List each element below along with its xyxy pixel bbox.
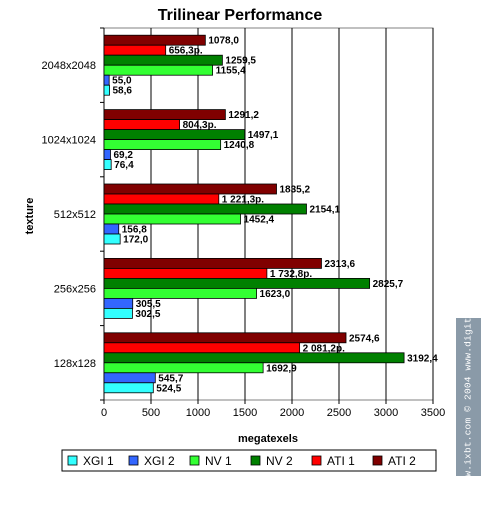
bar	[103, 267, 268, 279]
bar	[103, 183, 277, 195]
data-label: 2574,6	[349, 333, 380, 344]
data-label: 545,7	[158, 373, 183, 384]
legend-box	[61, 449, 437, 472]
x-tick-label: 3000	[374, 407, 398, 419]
bar	[103, 213, 241, 225]
data-label: 302,5	[135, 309, 160, 320]
data-label: 804,3р.	[183, 120, 217, 131]
bar	[103, 139, 222, 151]
data-label: 1452,4	[244, 215, 275, 226]
legend-swatch	[372, 455, 383, 466]
bar	[103, 44, 167, 56]
legend-swatch	[128, 455, 139, 466]
data-label: 2313,6	[324, 259, 355, 270]
bar	[103, 352, 405, 364]
data-label: 1835,2	[280, 185, 311, 196]
bar	[103, 159, 112, 171]
data-label: 1623,0	[260, 289, 291, 300]
data-label: 2 081,2р.	[303, 343, 345, 354]
data-label: 172,0	[123, 235, 148, 246]
bar	[103, 119, 181, 130]
bar	[103, 332, 347, 344]
legend: XGI 1 XGI 2 NV 1 NV 2 ATI 1 ATI 2	[61, 449, 437, 472]
bar	[103, 64, 214, 76]
data-label: 524,5	[156, 383, 181, 394]
chart: Trilinear Performance 0 500 1000 1500 2000 25…	[24, 7, 445, 472]
legend-swatch	[67, 455, 78, 466]
x-tick-label: 1000	[186, 407, 210, 419]
bar	[103, 307, 133, 319]
legend-swatch	[250, 455, 261, 466]
data-label: 3192,4	[407, 353, 438, 364]
data-label: 1155,4	[216, 66, 246, 77]
x-tick-label: 0	[101, 407, 107, 419]
bar	[103, 84, 110, 96]
x-tick-label: 2500	[327, 407, 351, 419]
bar	[103, 223, 120, 235]
legend-entry: XGI 2	[144, 454, 175, 468]
x-tick-label: 1500	[233, 407, 257, 419]
bar	[103, 257, 322, 269]
chart-title: Trilinear Performance	[158, 7, 323, 24]
data-label: 2154,1	[309, 205, 340, 216]
bar	[103, 34, 206, 46]
bar	[103, 203, 307, 215]
x-axis-label: megatexels	[238, 433, 298, 445]
category-label: 1024x1024	[42, 135, 96, 147]
data-label: 1078,0	[208, 36, 239, 47]
bar	[103, 109, 226, 120]
watermark-text: © 2004 www.ixbt.com © 2004 www.digit-lif…	[462, 264, 474, 530]
category-label: 256x256	[54, 283, 96, 295]
data-label: 1259,5	[225, 56, 256, 67]
data-label: 69,2	[114, 150, 134, 161]
category-label: 2048x2048	[42, 60, 96, 72]
x-tick-label: 2000	[280, 407, 304, 419]
bar	[103, 287, 257, 299]
category-label: 512x512	[54, 209, 96, 221]
bar	[103, 54, 223, 66]
data-label: 76,4	[114, 160, 134, 171]
legend-swatch	[189, 455, 200, 466]
data-label: 656,3р.	[169, 46, 203, 57]
bar	[103, 193, 220, 205]
bar	[103, 372, 156, 384]
legend-entry: NV 1	[205, 454, 232, 468]
bar	[103, 277, 371, 289]
data-label: 305,5	[136, 299, 161, 310]
bar	[103, 297, 134, 309]
bar	[103, 342, 301, 354]
x-tick-label: 500	[142, 407, 160, 419]
data-label: 55,0	[112, 76, 132, 87]
legend-entry: NV 2	[266, 454, 293, 468]
data-label: 1692,9	[266, 363, 297, 374]
bar	[103, 129, 246, 141]
plot-area: 0 500 1000 1500 2000 2500 3000 3500 2048x2048 107…	[42, 27, 445, 419]
bar	[103, 149, 111, 161]
data-label: 1497,1	[248, 130, 279, 141]
bar	[103, 74, 110, 86]
bar	[103, 382, 154, 394]
data-label: 58,6	[113, 86, 133, 97]
x-tick-label: 3500	[421, 407, 445, 419]
legend-entry: XGI 1	[83, 454, 114, 468]
data-label: 156,8	[122, 225, 147, 236]
data-label: 1291,2	[228, 110, 259, 121]
y-axis-label: texture	[24, 198, 36, 235]
data-label: 1 732,8р.	[270, 269, 312, 280]
data-label: 1240,8	[224, 140, 255, 151]
data-label: 2825,7	[373, 279, 404, 290]
legend-swatch	[311, 455, 322, 466]
category-label: 128x128	[54, 358, 96, 370]
watermark: © 2004 www.ixbt.com © 2004 www.digit-lif…	[456, 264, 481, 530]
data-label: 1 221,3р.	[222, 195, 264, 206]
legend-entry: ATI 1	[327, 454, 355, 468]
bar	[103, 362, 264, 374]
legend-entry: ATI 2	[388, 454, 416, 468]
bar	[103, 233, 121, 245]
